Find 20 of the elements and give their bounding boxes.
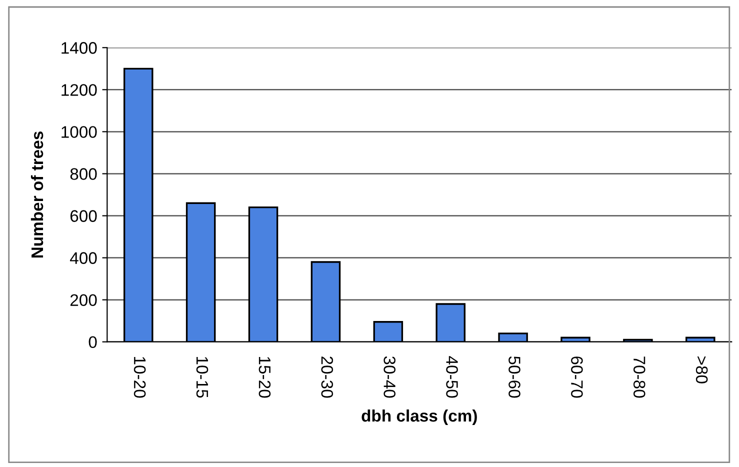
x-tick-label: >80	[696, 356, 708, 384]
x-tick-label: 40-50	[446, 356, 458, 398]
y-tick-label: 200	[70, 294, 97, 306]
x-tick-label: 70-80	[633, 356, 646, 398]
y-axis-title: Number of trees	[30, 132, 44, 258]
x-tick-label: 60-70	[571, 356, 583, 398]
y-tick-label: 1400	[62, 42, 97, 54]
y-tick-label: 800	[70, 168, 97, 180]
y-tick-label: 1000	[62, 126, 97, 138]
y-tick-label: 0	[88, 336, 97, 348]
y-tick-label: 1200	[62, 84, 97, 96]
x-axis-title: dbh class (cm)	[362, 409, 477, 426]
x-tick-label: 30-40	[384, 356, 396, 398]
x-tick-label: 20-30	[321, 356, 334, 398]
x-tick-label: 10-20	[134, 357, 146, 398]
x-tick-label: 15-20	[258, 357, 271, 398]
y-tick-label: 400	[70, 252, 97, 264]
x-tick-label: 10-15	[196, 357, 208, 398]
x-tick-label: 50-60	[508, 356, 520, 398]
y-tick-label: 600	[70, 210, 97, 222]
